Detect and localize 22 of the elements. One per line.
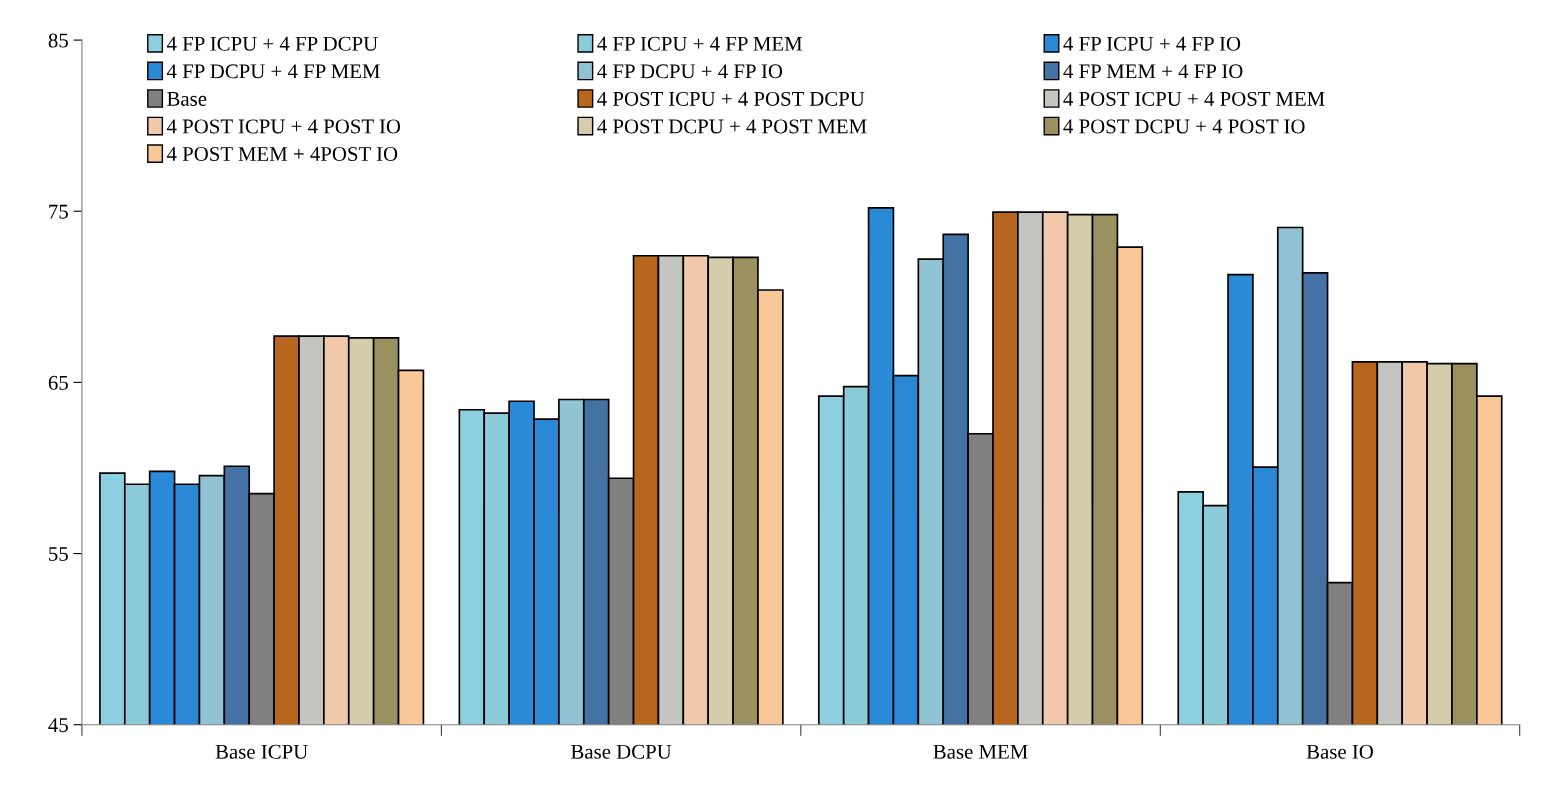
legend-label: 4 POST MEM + 4POST IO bbox=[166, 147, 398, 162]
x-tick-label: Base IO bbox=[1306, 744, 1373, 759]
legend-label: 4 FP ICPU + 4 FP IO bbox=[1063, 36, 1241, 51]
legend-label: 4 POST ICPU + 4 POST IO bbox=[166, 119, 401, 134]
y-tick-label: 85 bbox=[48, 33, 68, 48]
legend-label: 4 POST DCPU + 4 POST IO bbox=[1063, 119, 1305, 134]
x-tick-label: Base MEM bbox=[933, 744, 1028, 759]
legend-label: 4 POST DCPU + 4 POST MEM bbox=[597, 119, 867, 134]
legend-label: 4 FP MEM + 4 FP IO bbox=[1063, 64, 1243, 79]
y-tick-label: 45 bbox=[48, 718, 68, 733]
y-tick-label: 55 bbox=[49, 547, 68, 561]
legend-label: 4 FP DCPU + 4 FP IO bbox=[597, 64, 783, 79]
legend-label: Base bbox=[167, 92, 207, 106]
legend-label: 4 FP ICPU + 4 FP MEM bbox=[597, 36, 803, 51]
legend-label: 4 FP ICPU + 4 FP DCPU bbox=[166, 36, 378, 51]
y-tick-label: 75 bbox=[49, 204, 68, 219]
x-tick-label: Base DCPU bbox=[571, 744, 672, 759]
legend-label: 4 POST ICPU + 4 POST DCPU bbox=[597, 91, 865, 106]
x-tick-label: Base ICPU bbox=[215, 744, 308, 759]
y-tick-label: 65 bbox=[48, 375, 68, 390]
legend-label: 4 FP DCPU + 4 FP MEM bbox=[166, 64, 380, 79]
legend-label: 4 POST ICPU + 4 POST MEM bbox=[1063, 91, 1325, 106]
